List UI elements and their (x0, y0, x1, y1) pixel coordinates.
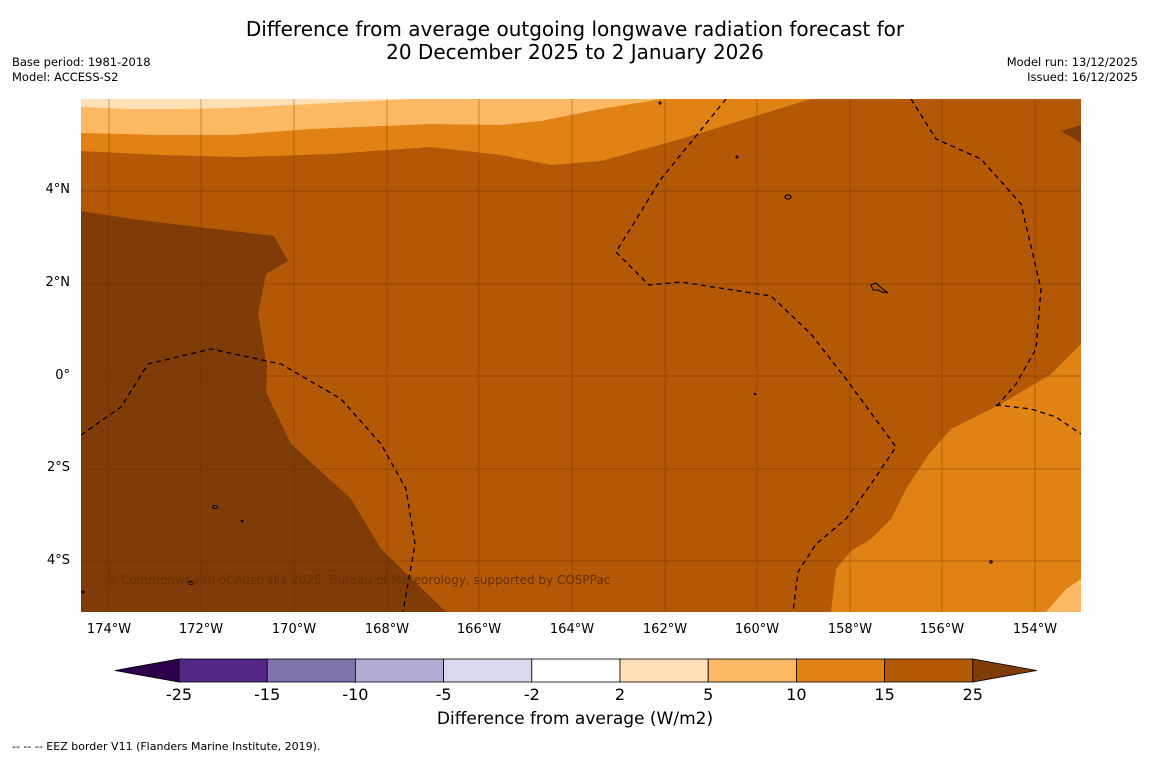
base-period: Base period: 1981-2018 (12, 55, 151, 69)
colorbar (114, 658, 1037, 683)
colorbar-tick-label: -2 (523, 685, 540, 704)
colorbar-segment (443, 658, 533, 683)
colorbar-tick-label: -10 (342, 685, 369, 704)
colorbar-segment (354, 658, 444, 683)
anomaly-map: © Commonwealth of Australia 2025, Bureau… (81, 99, 1081, 612)
colorbar-segment (707, 658, 797, 683)
model-name: Model: ACCESS-S2 (12, 70, 119, 84)
map-canvas (81, 99, 1081, 612)
colorbar-segment (178, 658, 268, 683)
eez-borders (81, 99, 1081, 612)
colorbar-segment (531, 658, 621, 683)
region-2-5-north (81, 99, 411, 109)
colorbar-arrow-low (114, 658, 180, 683)
colorbar-segment (266, 658, 356, 683)
colorbar-segment (796, 658, 886, 683)
lon-tick: 168°W (364, 622, 410, 637)
lat-tick: 2°S (46, 460, 70, 475)
title-line-1: Difference from average outgoing longwav… (245, 17, 905, 41)
lon-tick: 174°W (86, 622, 132, 637)
colorbar-tick-label: 25 (962, 685, 983, 704)
lat-tick: 2°N (45, 275, 71, 290)
colorbar-segment (619, 658, 709, 683)
lon-tick: 172°W (178, 622, 224, 637)
lon-tick: 154°W (1012, 622, 1058, 637)
meta-right: Model run: 13/12/2025 Issued: 16/12/2025 (1007, 55, 1138, 85)
lon-tick: 162°W (642, 622, 688, 637)
colorbar-tick-label: 5 (703, 685, 714, 704)
colorbar-tick-label: -15 (254, 685, 281, 704)
title-line-2: 20 December 2025 to 2 January 2026 (386, 40, 764, 64)
issued-date: Issued: 16/12/2025 (1027, 70, 1138, 84)
lon-tick: 160°W (734, 622, 780, 637)
region-10-15-southeast (831, 344, 1081, 612)
colorbar-segment (884, 658, 974, 683)
colorbar-tick-label: 10 (786, 685, 807, 704)
colorbar-tick-label: 15 (874, 685, 895, 704)
colorbar-title: Difference from average (W/m2) (436, 709, 714, 729)
lon-tick: 156°W (919, 622, 965, 637)
graticule (81, 99, 1081, 612)
colorbar-tick-label: -25 (165, 685, 193, 704)
copyright-text: © Commonwealth of Australia 2025, Bureau… (105, 573, 611, 587)
colorbar-tick-label: 2 (614, 685, 626, 704)
lon-tick: 170°W (271, 622, 317, 637)
lat-tick: 4°N (45, 182, 71, 197)
region-5-10-southeast (1046, 579, 1081, 612)
model-run: Model run: 13/12/2025 (1006, 55, 1138, 69)
lon-tick: 164°W (549, 622, 595, 637)
colorbar-tick-label: -5 (435, 685, 452, 704)
lon-tick: 158°W (827, 622, 873, 637)
lon-tick: 166°W (456, 622, 502, 637)
islands (81, 101, 993, 594)
region-over-25-ne (1061, 125, 1081, 143)
region-over-25-west (81, 211, 446, 612)
lat-tick: 0° (55, 368, 70, 383)
lat-tick: 4°S (46, 553, 70, 568)
meta-left: Base period: 1981-2018 Model: ACCESS-S2 (12, 55, 151, 85)
map-title: Difference from average outgoing longwav… (0, 18, 1150, 64)
footnote: -- -- -- EEZ border V11 (Flanders Marine… (12, 740, 321, 753)
colorbar-arrow-high (972, 658, 1037, 683)
